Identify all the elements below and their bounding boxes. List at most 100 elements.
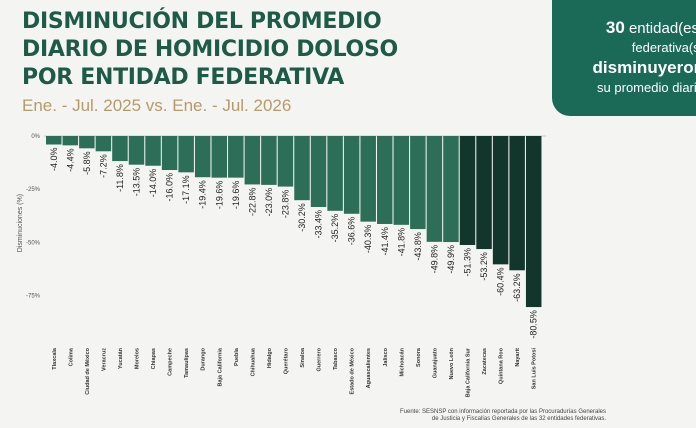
- data-label-10: -19.6%: [214, 181, 224, 210]
- data-label-24: -49.9%: [446, 245, 456, 274]
- bar-15: [294, 136, 310, 201]
- category-label-25: Baja California Sur: [466, 347, 472, 397]
- data-label-17: -35.2%: [330, 214, 340, 243]
- data-label-22: -43.8%: [413, 232, 423, 261]
- title-line-3: POR ENTIDAD FEDERATIVA: [22, 65, 345, 90]
- source-line-1: Fuente: SESNSP con información reportada…: [400, 409, 606, 415]
- category-label-9: Durango: [201, 347, 207, 370]
- data-label-2: -5.8%: [82, 151, 92, 175]
- bar-11: [228, 136, 244, 178]
- category-label-29: San Luis Potosí: [532, 348, 538, 390]
- data-label-11: -19.6%: [231, 181, 241, 210]
- data-label-0: -4.0%: [49, 148, 59, 172]
- y-tick-label: -25%: [26, 187, 41, 193]
- bar-27: [492, 136, 509, 265]
- data-label-4: -11.8%: [115, 164, 125, 192]
- data-label-19: -40.3%: [363, 225, 373, 254]
- bar-chart: Disminuciones (%) 0% -25% -50% -75% -4.0% Tlax…: [17, 134, 546, 397]
- data-label-14: -23.8%: [280, 190, 290, 219]
- page-title: DISMINUCIÓN DEL PROMEDIO DIARIO DE HOMIC…: [22, 8, 398, 92]
- category-label-14: Querétaro: [283, 347, 289, 374]
- bar-25: [459, 136, 476, 246]
- data-label-21: -41.8%: [396, 228, 406, 257]
- data-label-15: -30.2%: [297, 203, 307, 232]
- bar-26: [476, 136, 492, 250]
- bar-16: [310, 136, 327, 207]
- category-label-7: Campeche: [168, 348, 174, 376]
- category-label-17: Tabasco: [333, 347, 339, 370]
- bar-14: [277, 136, 294, 187]
- bar-22: [410, 136, 426, 230]
- bar-6: [145, 136, 161, 166]
- bar-18: [343, 136, 360, 214]
- category-label-28: Nayarit: [515, 348, 521, 367]
- category-label-27: Quintana Roo: [499, 347, 505, 384]
- y-tick-label: -50%: [26, 240, 41, 246]
- category-label-11: Puebla: [234, 347, 240, 366]
- badge-count: 30: [605, 18, 625, 37]
- data-label-13: -23.0%: [264, 188, 274, 217]
- category-label-3: Veracruz: [101, 348, 107, 371]
- category-label-12: Chihuahua: [250, 347, 256, 376]
- source-note: Fuente: SESNSP con información reportada…: [330, 409, 606, 423]
- bar-0: [46, 136, 62, 145]
- category-label-8: Tamaulipas: [184, 348, 190, 378]
- category-label-5: Morelos: [135, 348, 141, 369]
- category-label-13: Hidalgo: [267, 347, 273, 368]
- data-label-27: -60.4%: [496, 267, 506, 296]
- title-line-1: DISMINUCIÓN DEL PROMEDIO: [22, 9, 382, 34]
- data-label-6: -14.0%: [148, 169, 158, 198]
- badge-line-4: su promedio diario: [597, 80, 696, 95]
- category-label-23: Guanajuato: [432, 347, 438, 378]
- data-label-5: -13.5%: [132, 168, 142, 197]
- bar-4: [112, 136, 128, 162]
- data-label-28: -63.2%: [512, 273, 522, 302]
- bar-10: [211, 136, 227, 178]
- data-label-25: -51.3%: [463, 248, 473, 277]
- bar-19: [360, 136, 376, 222]
- category-label-16: Guerrero: [317, 347, 323, 371]
- bar-9: [194, 136, 211, 178]
- data-label-20: -41.4%: [380, 227, 390, 256]
- badge-line-1: 30 entidad(es): [552, 18, 696, 39]
- bar-3: [95, 136, 112, 152]
- category-label-6: Chiapas: [151, 348, 157, 369]
- title-line-2: DIARIO DE HOMICIDIO DOLOSO: [22, 37, 398, 62]
- source-line-2: de Justicia y Fiscalías Generales de las…: [431, 416, 606, 422]
- bar-8: [178, 136, 194, 173]
- summary-badge: 30 entidad(es) federativa(s) disminuyero…: [552, 0, 696, 116]
- bar-5: [128, 136, 145, 165]
- category-label-1: Colima: [68, 347, 74, 366]
- category-label-15: Sinaloa: [300, 347, 306, 368]
- data-label-16: -33.4%: [314, 210, 324, 239]
- bar-7: [161, 136, 178, 170]
- y-tick-label: 0%: [31, 134, 40, 140]
- badge-line-2: federativa(s): [631, 40, 696, 55]
- bar-20: [377, 136, 393, 224]
- data-label-9: -19.4%: [198, 180, 208, 209]
- category-label-10: Baja California: [217, 347, 223, 386]
- data-label-3: -7.2%: [98, 154, 108, 178]
- category-label-20: Jalisco: [383, 347, 389, 366]
- category-label-19: Aguascalientes: [366, 348, 372, 388]
- category-label-26: Zacatecas: [482, 348, 488, 375]
- data-label-1: -4.4%: [65, 148, 75, 172]
- category-label-21: Michoacán: [399, 347, 405, 376]
- category-label-18: Estado de México: [350, 347, 356, 394]
- category-label-24: Nuevo León: [449, 347, 455, 379]
- bar-28: [509, 136, 525, 271]
- bar-21: [393, 136, 410, 225]
- data-label-7: -16.0%: [165, 173, 175, 202]
- data-label-29: -80.5%: [529, 310, 539, 339]
- category-label-2: Ciudad de México: [85, 347, 91, 394]
- data-label-18: -36.6%: [347, 217, 357, 246]
- bar-23: [426, 136, 443, 242]
- category-label-0: Tlaxcala: [52, 347, 58, 370]
- subtitle-period: Ene. - Jul. 2025 vs. Ene. - Jul. 2026: [22, 96, 292, 115]
- bar-12: [244, 136, 261, 185]
- badge-count-unit: entidad(es): [628, 20, 696, 37]
- category-label-22: Sonora: [416, 347, 422, 367]
- badge-line-3: disminuyeron: [592, 58, 696, 77]
- data-label-26: -53.2%: [479, 252, 489, 281]
- y-tick-label: -75%: [26, 293, 41, 299]
